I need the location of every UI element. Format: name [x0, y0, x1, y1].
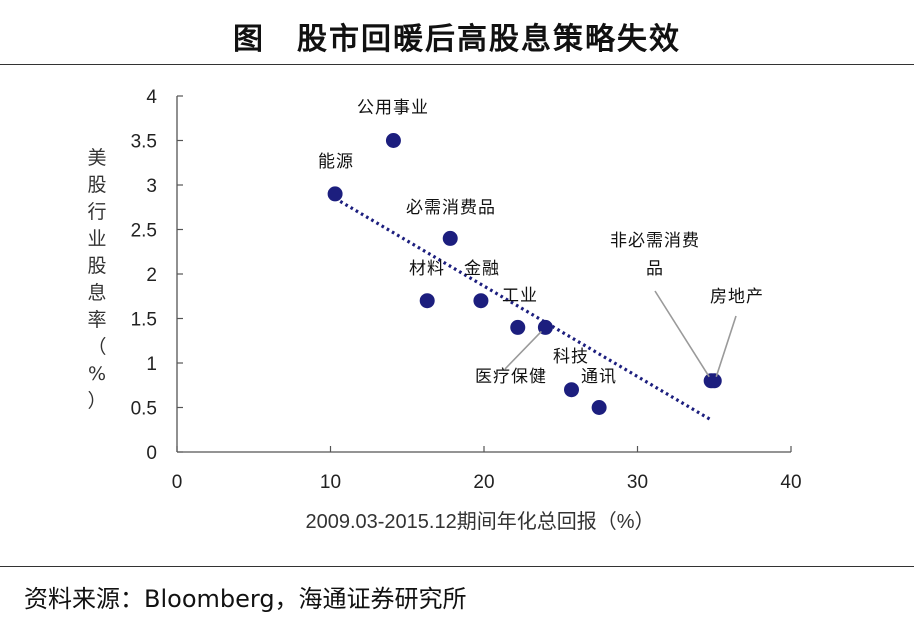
title-divider: [0, 64, 914, 65]
point-label: 科技: [553, 347, 589, 367]
data-points: [327, 133, 722, 415]
x-tick-label: 0: [172, 472, 183, 493]
y-tick-label: 3.5: [131, 132, 157, 153]
trendline-line: [334, 196, 712, 422]
data-point: [706, 373, 722, 389]
point-label: 房地产: [710, 287, 764, 307]
y-tick-label: 1: [146, 354, 157, 375]
point-label: 能源: [318, 152, 354, 172]
point-label: 必需消费品: [406, 198, 496, 218]
x-tick-label: 20: [473, 472, 494, 493]
data-point: [563, 382, 579, 398]
y-tick-label: 0.5: [131, 399, 157, 420]
data-point: [419, 293, 435, 309]
point-label: 公用事业: [357, 98, 429, 118]
point-label: 金融: [464, 259, 500, 279]
callout-leader-line: [654, 290, 710, 378]
point-label: 材料: [409, 259, 445, 279]
y-tick-label: 3: [146, 176, 157, 197]
data-point: [327, 186, 343, 202]
data-point: [385, 133, 401, 148]
y-tick-label: 1.5: [131, 310, 157, 331]
axes: 00.511.522.533.540 10 20 30 40: [131, 87, 802, 493]
scatter-chart: 00.511.522.533.540 10 20 30 40 公用事业能源必需消费品材料…: [87, 87, 802, 533]
data-point: [591, 400, 607, 415]
x-tick-label: 30: [627, 472, 648, 493]
x-tick-label: 10: [320, 472, 341, 493]
y-tick-label: 4: [146, 87, 157, 108]
source-divider: [0, 566, 914, 567]
data-point: [537, 319, 553, 335]
point-label: 非必需消费品: [610, 231, 700, 279]
callout-leader-line: [504, 330, 542, 370]
point-label: 通讯: [581, 367, 617, 387]
y-tick-label: 0: [146, 443, 157, 464]
x-axis-label: 2009.03-2015.12期间年化总回报（%）: [305, 510, 654, 533]
chart-title: 图 股市回暖后高股息策略失效: [233, 22, 681, 57]
y-tick-label: 2.5: [131, 221, 157, 242]
callout-leader-line: [715, 315, 737, 378]
point-label: 工业: [502, 286, 538, 306]
data-point: [510, 319, 526, 335]
source-note: 资料来源：Bloomberg，海通证券研究所: [24, 585, 467, 613]
y-axis-label: 美股行业股息率（%）: [87, 147, 106, 412]
data-point: [442, 230, 458, 246]
data-point: [473, 293, 489, 309]
trendline: [334, 196, 712, 422]
point-label: 医疗保健: [475, 367, 547, 387]
x-tick-label: 40: [780, 472, 801, 493]
y-tick-label: 2: [146, 265, 157, 286]
